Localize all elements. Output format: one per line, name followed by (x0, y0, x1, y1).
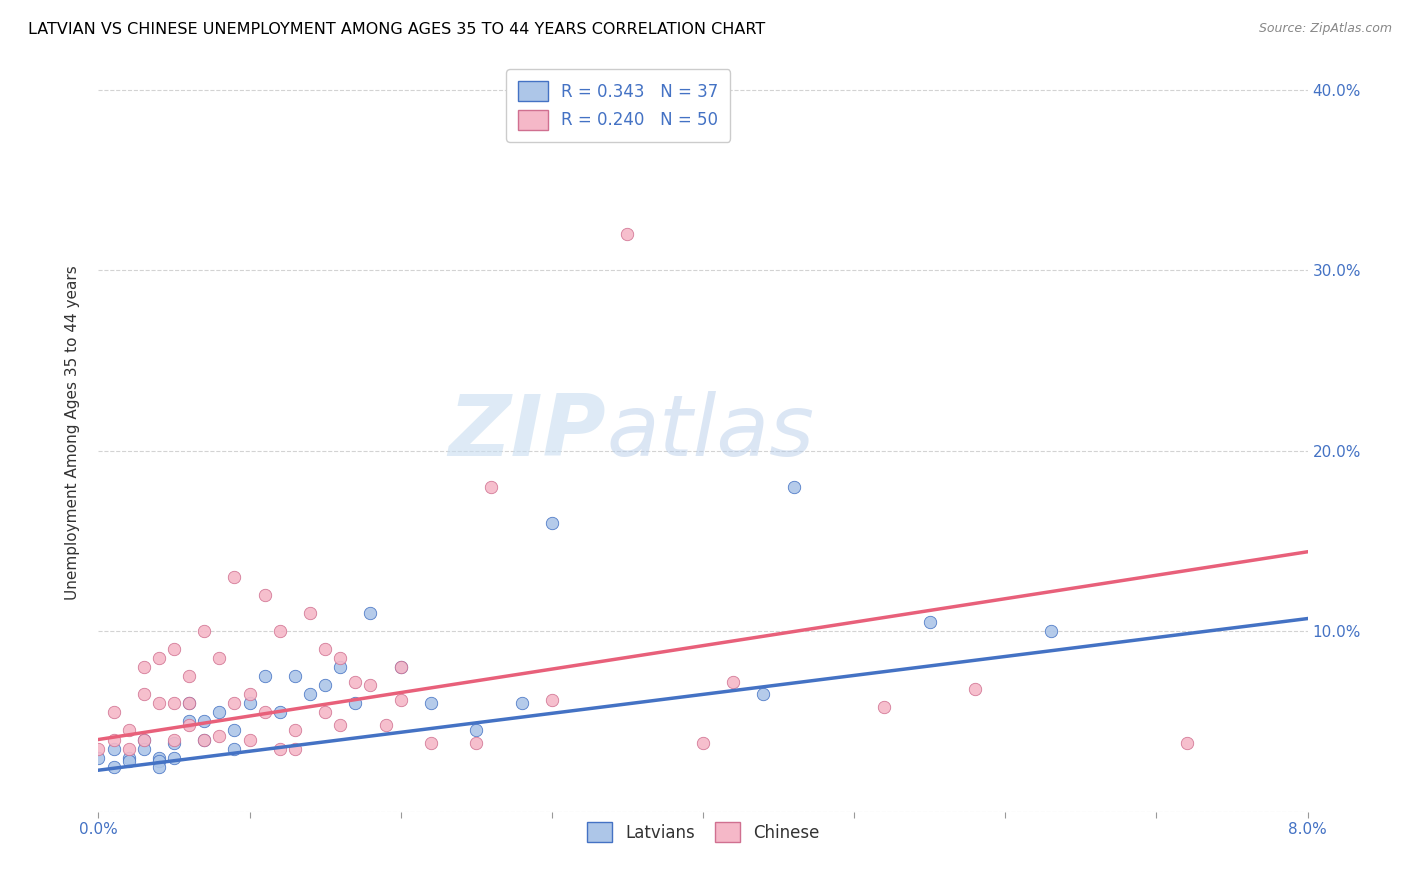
Text: ZIP: ZIP (449, 391, 606, 475)
Point (193, 732, 215, 747)
Point (148, 651, 170, 665)
Point (299, 687, 322, 701)
Y-axis label: Unemployment Among Ages 35 to 44 years: Unemployment Among Ages 35 to 44 years (65, 265, 80, 600)
Point (132, 732, 155, 747)
Point (284, 741, 307, 756)
Point (239, 732, 262, 747)
Point (344, 674, 367, 689)
Point (314, 678, 336, 692)
Text: Source: ZipAtlas.com: Source: ZipAtlas.com (1258, 22, 1392, 36)
Point (224, 741, 246, 756)
Point (208, 706, 231, 720)
Point (465, 736, 488, 750)
Point (224, 723, 246, 738)
Point (420, 697, 443, 711)
Point (163, 697, 186, 711)
Point (344, 697, 367, 711)
Point (752, 687, 775, 701)
Point (118, 741, 141, 756)
Point (193, 714, 215, 729)
Point (616, 227, 638, 241)
Point (510, 697, 533, 711)
Point (208, 651, 231, 665)
Point (389, 693, 412, 707)
Point (692, 736, 714, 750)
Legend: Latvians, Chinese: Latvians, Chinese (579, 815, 827, 849)
Point (329, 651, 352, 665)
Point (389, 660, 412, 674)
Point (179, 669, 201, 683)
Point (965, 681, 987, 696)
Point (374, 718, 396, 732)
Point (253, 588, 276, 602)
Point (148, 754, 170, 768)
Point (918, 615, 941, 630)
Point (132, 741, 155, 756)
Point (193, 732, 215, 747)
Point (723, 674, 745, 689)
Point (360, 678, 382, 692)
Point (269, 624, 291, 639)
Point (163, 736, 186, 750)
Point (481, 480, 503, 494)
Point (253, 669, 276, 683)
Point (118, 723, 141, 738)
Point (163, 750, 186, 764)
Point (193, 624, 215, 639)
Point (148, 697, 170, 711)
Point (179, 697, 201, 711)
Point (103, 741, 125, 756)
Point (163, 732, 186, 747)
Point (179, 718, 201, 732)
Point (269, 706, 291, 720)
Point (118, 750, 141, 764)
Point (239, 697, 262, 711)
Point (540, 693, 562, 707)
Point (208, 729, 231, 743)
Point (118, 754, 141, 768)
Point (103, 732, 125, 747)
Point (389, 660, 412, 674)
Point (253, 706, 276, 720)
Point (87, 741, 110, 756)
Point (1175, 736, 1198, 750)
Point (360, 606, 382, 620)
Point (284, 723, 307, 738)
Point (132, 687, 155, 701)
Point (132, 660, 155, 674)
Point (148, 759, 170, 773)
Point (1039, 624, 1062, 639)
Point (269, 741, 291, 756)
Point (132, 732, 155, 747)
Point (314, 642, 336, 657)
Point (329, 660, 352, 674)
Point (873, 700, 896, 714)
Point (783, 480, 806, 494)
Point (314, 706, 336, 720)
Point (163, 642, 186, 657)
Point (465, 723, 488, 738)
Point (420, 736, 443, 750)
Point (540, 516, 562, 530)
Text: LATVIAN VS CHINESE UNEMPLOYMENT AMONG AGES 35 TO 44 YEARS CORRELATION CHART: LATVIAN VS CHINESE UNEMPLOYMENT AMONG AG… (28, 22, 765, 37)
Point (224, 570, 246, 584)
Point (179, 697, 201, 711)
Point (103, 759, 125, 773)
Point (179, 714, 201, 729)
Point (299, 606, 322, 620)
Point (103, 706, 125, 720)
Point (239, 687, 262, 701)
Point (87, 750, 110, 764)
Point (224, 697, 246, 711)
Point (329, 718, 352, 732)
Point (284, 669, 307, 683)
Text: atlas: atlas (606, 391, 814, 475)
Point (148, 750, 170, 764)
